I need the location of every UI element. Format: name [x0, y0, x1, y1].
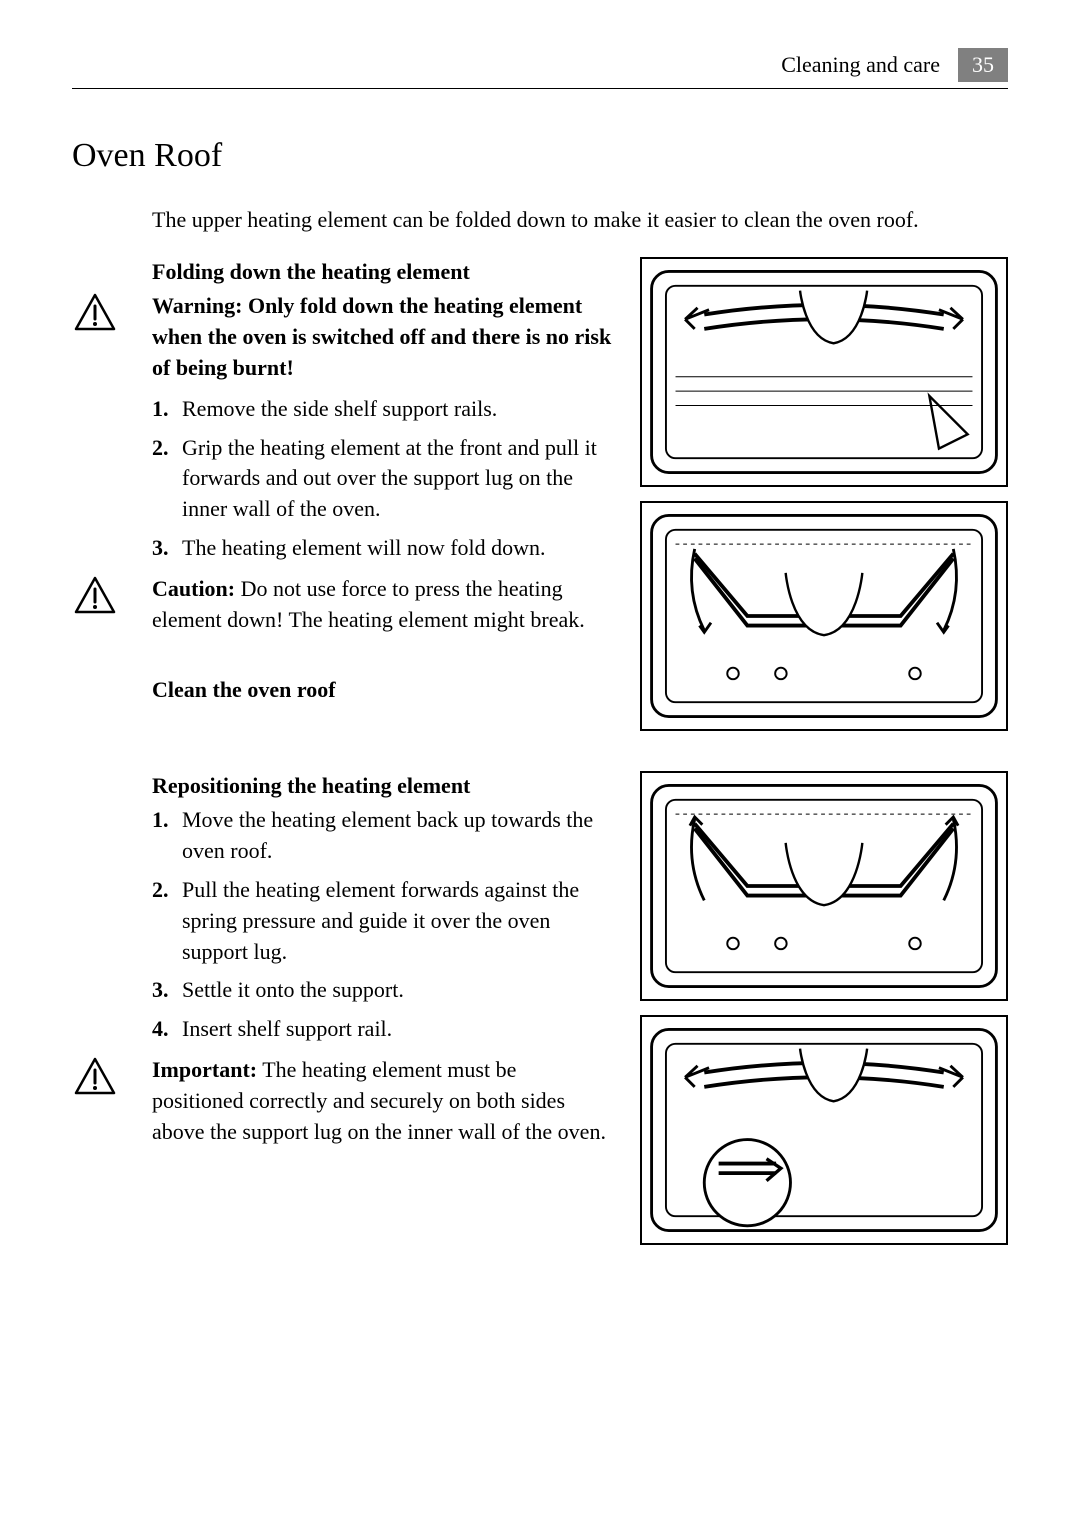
warning-icon — [74, 293, 116, 331]
section1-step-2: Grip the heating element at the front an… — [152, 433, 612, 525]
illustration-reposition-step2 — [640, 1015, 1008, 1245]
section2-subhead: Repositioning the heating element — [152, 771, 612, 802]
caution-block: Caution: Do not use force to press the h… — [152, 574, 612, 636]
important-label: Important: — [152, 1057, 257, 1082]
important-block: Important: The heating element must be p… — [152, 1055, 612, 1147]
caution-label: Caution: — [152, 576, 235, 601]
important-paragraph: Important: The heating element must be p… — [152, 1055, 612, 1147]
illustration-fold-step1 — [640, 257, 1008, 487]
page-title: Oven Roof — [72, 137, 1008, 175]
section1-illustration-column — [640, 257, 1008, 731]
content-area: The upper heating element can be folded … — [152, 205, 1008, 1245]
section1-text-column: Folding down the heating element Warning… — [152, 257, 612, 731]
section1-step-1: Remove the side shelf support rails. — [152, 394, 612, 425]
oven-diagram-icon — [642, 773, 1006, 999]
section1-steps: Remove the side shelf support rails. Gri… — [152, 394, 612, 564]
important-icon — [74, 1057, 116, 1095]
clean-oven-roof-heading: Clean the oven roof — [152, 675, 612, 706]
page-number-box: 35 — [958, 48, 1008, 82]
oven-diagram-icon — [642, 259, 1006, 485]
section-folding-down: Folding down the heating element Warning… — [152, 257, 1008, 731]
illustration-fold-step2 — [640, 501, 1008, 731]
warning-text: Warning: Only fold down the heating elem… — [152, 291, 612, 383]
section2-illustration-column — [640, 771, 1008, 1245]
caution-icon — [74, 576, 116, 614]
illustration-reposition-step1 — [640, 771, 1008, 1001]
oven-diagram-icon — [642, 1017, 1006, 1243]
section2-steps: Move the heating element back up towards… — [152, 805, 612, 1045]
section1-step-3: The heating element will now fold down. — [152, 533, 612, 564]
oven-diagram-icon — [642, 503, 1006, 729]
page-header: Cleaning and care 35 — [72, 48, 1008, 89]
section2-step-2: Pull the heating element forwards agains… — [152, 875, 612, 967]
section-repositioning: Repositioning the heating element Move t… — [152, 771, 1008, 1245]
header-section-title: Cleaning and care — [781, 52, 940, 78]
section2-step-3: Settle it onto the support. — [152, 975, 612, 1006]
section2-step-1: Move the heating element back up towards… — [152, 805, 612, 867]
section2-text-column: Repositioning the heating element Move t… — [152, 771, 612, 1245]
warning-block: Warning: Only fold down the heating elem… — [152, 291, 612, 383]
section2-step-4: Insert shelf support rail. — [152, 1014, 612, 1045]
section1-subhead: Folding down the heating element — [152, 257, 612, 288]
intro-paragraph: The upper heating element can be folded … — [152, 205, 1008, 235]
caution-paragraph: Caution: Do not use force to press the h… — [152, 574, 612, 636]
